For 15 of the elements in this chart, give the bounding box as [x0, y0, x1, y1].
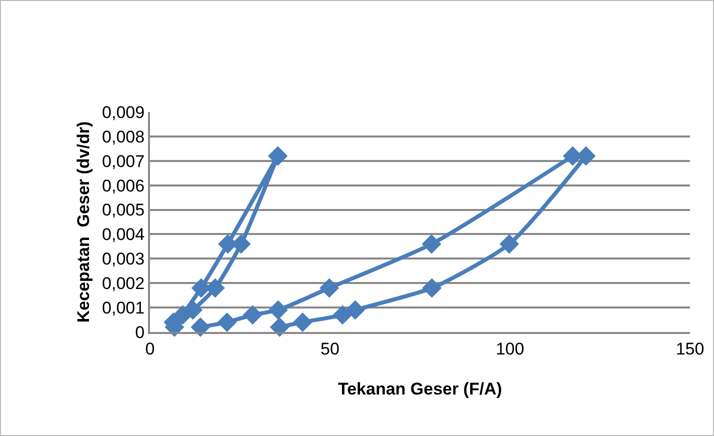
y-tick-label: 0,007: [102, 152, 145, 171]
y-tick-label: 0,002: [102, 274, 145, 294]
y-tick-label: 0,001: [102, 298, 145, 318]
y-tick-label: 0: [135, 322, 145, 342]
y-tick-label: 0,003: [102, 250, 145, 269]
y-tick-label: 0,004: [102, 225, 145, 244]
x-tick-label: 150: [676, 339, 704, 358]
x-axis-title: Tekanan Geser (F/A): [338, 379, 502, 398]
y-tick-label: 0,005: [102, 200, 145, 220]
y-tick-label: 0,009: [102, 102, 145, 122]
y-tick-label: 0,008: [102, 127, 145, 146]
x-tick-label: 100: [496, 339, 524, 358]
y-axis-title: Kecepatan Geser (dv/dr): [74, 121, 94, 323]
y-tick-label: 0,006: [102, 176, 145, 196]
x-tick-label: 50: [320, 339, 340, 358]
